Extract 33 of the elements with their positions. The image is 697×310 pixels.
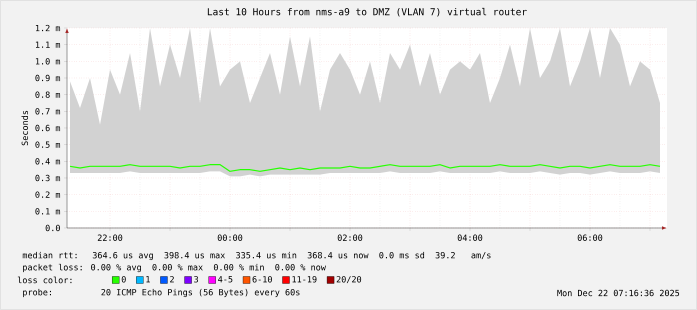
legend-title: loss color:: [18, 276, 72, 284]
y-tick-label: 0.9 m: [35, 74, 60, 82]
y-tick-label: 0.8 m: [35, 91, 60, 98]
legend-label: 6-10: [252, 276, 272, 283]
x-tick-label: 06:00: [578, 234, 602, 241]
legend-label: 3: [194, 276, 198, 283]
y-tick-label: 0.5 m: [35, 141, 60, 148]
y-axis-title: Seconds: [21, 110, 28, 146]
legend-label: 4-5: [218, 276, 232, 282]
legend-label: 2: [170, 276, 174, 282]
legend-label: 20/20: [336, 276, 362, 284]
y-tick-label: 0.4 m: [35, 158, 60, 165]
text: Mon Dec 22 07:16:36 2025: [557, 290, 680, 296]
y-tick-label: 0.2 m: [35, 191, 60, 198]
x-tick-label: 02:00: [338, 234, 362, 241]
y-tick-label: 0.6 m: [35, 124, 60, 132]
y-tick-label: 0.0: [46, 224, 60, 232]
legend-label: 0: [122, 276, 126, 283]
text: median rtt: 364.6 us avg 398.4 us max 335.4 us min 368.4 us now 0.0 ms sd 39.2 am/s: [22, 252, 491, 260]
y-tick-label: 0.3 m: [35, 174, 60, 182]
y-tick-label: 1.0 m: [36, 58, 60, 65]
y-tick-label: 0.7 m: [35, 108, 60, 115]
x-tick-label: 00:00: [218, 234, 242, 241]
text: packet loss: 0.00 % avg 0.00 % max 0.00 % min 0.00 % now: [23, 264, 326, 272]
y-tick-label: 1.1 m: [36, 42, 60, 48]
chart-title: Last 10 Hours from nms-a9 to DMZ (VLAN 7) virtual router: [208, 8, 527, 16]
legend-label: 1: [146, 276, 150, 282]
y-tick-label: 1.2 m: [36, 24, 60, 32]
text: probe: 20 ICMP Echo Pings (56 Bytes) every 60s: [23, 288, 300, 298]
x-tick-label: 04:00: [458, 234, 482, 241]
x-tick-label: 22:00: [98, 234, 122, 241]
y-tick-label: 0.1 m: [35, 208, 60, 215]
legend-label: 11-19: [292, 276, 317, 283]
